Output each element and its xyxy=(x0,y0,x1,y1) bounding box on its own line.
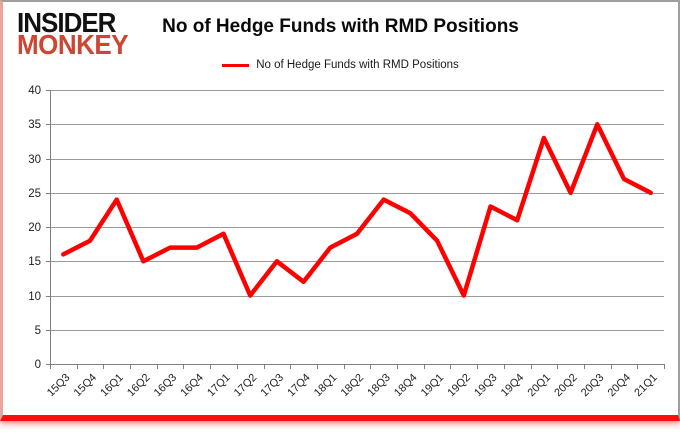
svg-text:21Q1: 21Q1 xyxy=(632,372,660,400)
svg-text:18Q2: 18Q2 xyxy=(339,372,367,400)
svg-text:5: 5 xyxy=(35,325,41,337)
x-axis-labels: 15Q3 15Q4 16Q1 16Q2 16Q3 16Q4 17Q1 17Q2 17Q3 17Q4… xyxy=(45,372,660,400)
legend-label: No of Hedge Funds with RMD Positions xyxy=(256,59,459,71)
svg-text:16Q1: 16Q1 xyxy=(98,372,126,400)
svg-text:16Q2: 16Q2 xyxy=(125,372,153,400)
svg-text:16Q3: 16Q3 xyxy=(152,372,180,400)
svg-text:0: 0 xyxy=(35,359,41,371)
y-axis-labels: 0 5 10 15 20 25 30 35 40 xyxy=(28,85,50,371)
svg-text:19Q2: 19Q2 xyxy=(445,372,473,400)
svg-text:19Q1: 19Q1 xyxy=(419,372,447,400)
svg-text:25: 25 xyxy=(28,188,41,200)
svg-text:20Q3: 20Q3 xyxy=(579,372,607,400)
svg-text:15Q4: 15Q4 xyxy=(72,372,100,400)
svg-text:15Q3: 15Q3 xyxy=(45,372,73,400)
svg-text:18Q3: 18Q3 xyxy=(365,372,393,400)
svg-text:35: 35 xyxy=(28,119,41,131)
svg-text:40: 40 xyxy=(28,85,41,97)
svg-text:17Q2: 17Q2 xyxy=(232,372,260,400)
svg-text:17Q1: 17Q1 xyxy=(205,372,233,400)
chart-frame: INSIDER MONKEY No of Hedge Funds with RM… xyxy=(0,0,680,421)
svg-text:20: 20 xyxy=(28,222,41,234)
svg-text:18Q4: 18Q4 xyxy=(392,372,420,400)
svg-text:20Q2: 20Q2 xyxy=(552,372,580,400)
chart-title: No of Hedge Funds with RMD Positions xyxy=(162,16,519,37)
svg-text:16Q4: 16Q4 xyxy=(178,372,206,400)
x-axis-ticks xyxy=(50,364,665,369)
svg-text:19Q4: 19Q4 xyxy=(499,372,527,400)
series-line xyxy=(61,122,653,298)
legend: No of Hedge Funds with RMD Positions xyxy=(3,59,678,71)
svg-text:17Q3: 17Q3 xyxy=(258,372,286,400)
logo-text-monkey: MONKEY xyxy=(17,28,129,61)
logo-text-insider: INSIDER xyxy=(17,6,116,39)
svg-text:19Q3: 19Q3 xyxy=(472,372,500,400)
svg-text:18Q1: 18Q1 xyxy=(312,372,340,400)
gridlines xyxy=(50,90,664,331)
legend-line-swatch xyxy=(222,63,250,67)
svg-text:30: 30 xyxy=(28,154,41,166)
svg-text:10: 10 xyxy=(28,291,41,303)
axes xyxy=(49,90,664,366)
svg-text:20Q1: 20Q1 xyxy=(525,372,553,400)
svg-text:20Q4: 20Q4 xyxy=(606,372,634,400)
svg-text:17Q4: 17Q4 xyxy=(285,372,313,400)
insider-monkey-logo: INSIDER MONKEY xyxy=(17,6,129,61)
svg-text:15: 15 xyxy=(28,256,41,268)
line-chart: 0 5 10 15 20 25 30 35 40 15Q3 15Q4 16Q1 16Q2 16Q3 16Q4… xyxy=(28,85,665,400)
